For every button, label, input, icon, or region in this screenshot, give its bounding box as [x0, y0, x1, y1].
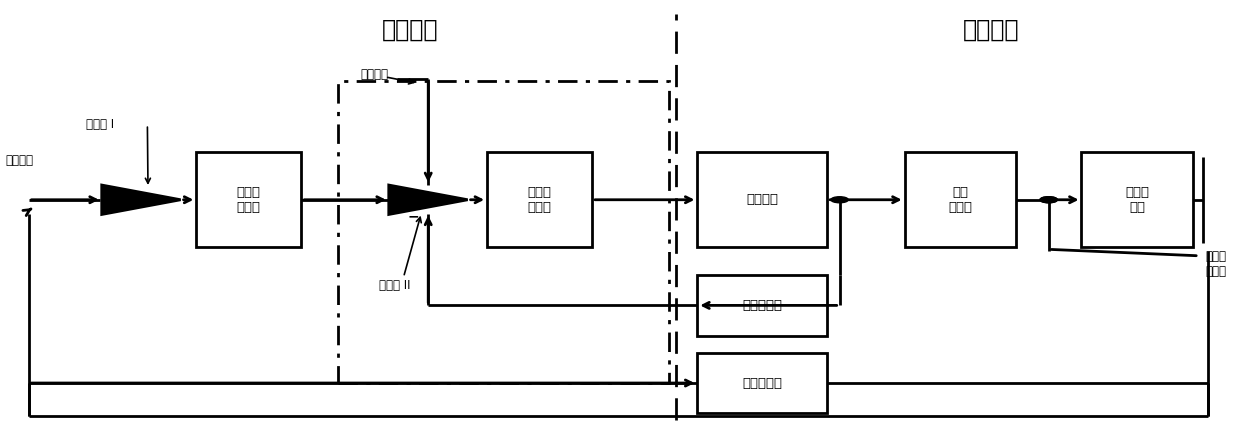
- Text: 伺服电机: 伺服电机: [746, 193, 779, 206]
- Bar: [697, 275, 827, 335]
- Text: 电流环
控制器: 电流环 控制器: [527, 186, 552, 214]
- Text: 比较器 I: 比较器 I: [86, 118, 114, 131]
- Polygon shape: [389, 185, 467, 214]
- Bar: [697, 353, 827, 413]
- Text: 给定电流: 给定电流: [360, 68, 388, 81]
- Polygon shape: [102, 185, 181, 214]
- Text: 比较器 II: 比较器 II: [378, 279, 410, 293]
- Bar: [697, 152, 827, 247]
- Text: −: −: [408, 209, 419, 223]
- Text: 齿轮
减速器: 齿轮 减速器: [949, 186, 972, 214]
- Text: 控制系统: 控制系统: [382, 17, 438, 41]
- Circle shape: [831, 197, 848, 203]
- Bar: [904, 152, 1016, 247]
- Text: 绝对值
编码器: 绝对值 编码器: [1205, 250, 1226, 279]
- Bar: [487, 152, 593, 247]
- Text: 输入力矩: 输入力矩: [5, 155, 33, 168]
- Text: 电流传感器: 电流传感器: [743, 299, 782, 312]
- Circle shape: [1040, 197, 1058, 203]
- Text: 力矩传感器: 力矩传感器: [743, 377, 782, 390]
- Bar: [1081, 152, 1193, 247]
- Circle shape: [1040, 197, 1058, 203]
- Text: 力矩环
控制器: 力矩环 控制器: [237, 186, 260, 214]
- Bar: [196, 152, 301, 247]
- Text: 关节端
负载: 关节端 负载: [1125, 186, 1149, 214]
- Text: 关节本体: 关节本体: [963, 17, 1019, 41]
- Bar: [339, 81, 670, 383]
